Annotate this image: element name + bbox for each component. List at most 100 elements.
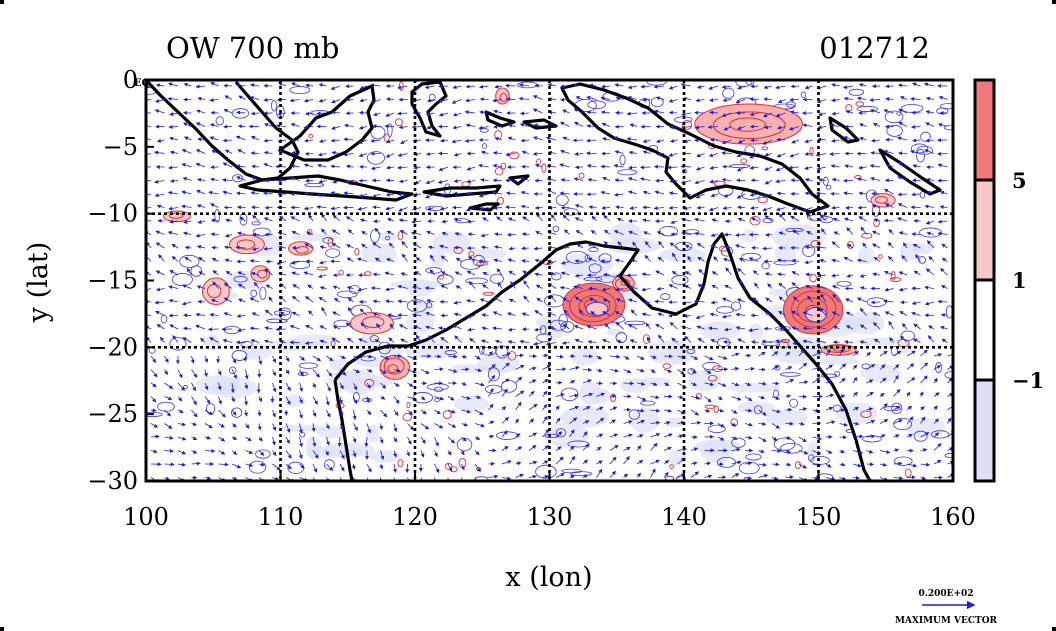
wind-vector: [696, 85, 705, 89]
wind-vector: [426, 98, 435, 103]
wind-vector: [582, 367, 593, 372]
negative-contour: [731, 437, 746, 448]
wind-vector: [653, 109, 665, 114]
wind-vector: [263, 122, 273, 127]
wind-vector: [776, 137, 786, 142]
wind-vector: [859, 136, 867, 141]
negative-fill-blob: [857, 246, 875, 265]
wind-vector: [343, 152, 354, 157]
wind-vector: [642, 139, 651, 143]
wind-vector: [169, 150, 179, 155]
chart-title-left: OW 700 mb: [166, 31, 339, 65]
negative-fill-blob: [469, 248, 507, 259]
negative-contour: [231, 108, 250, 119]
wind-vector-field: [146, 82, 953, 481]
wind-vector: [464, 138, 476, 143]
wind-vector: [305, 83, 314, 88]
wind-vector: [586, 138, 597, 143]
positive-contour: [809, 273, 817, 283]
x-tick-label: 140: [661, 503, 707, 531]
wind-vector: [898, 121, 908, 127]
wind-vector: [911, 110, 921, 115]
wind-vector: [642, 97, 651, 102]
negative-fill-blob: [771, 224, 825, 250]
negative-contour: [716, 457, 736, 468]
wind-vector: [344, 123, 354, 128]
negative-contour: [774, 364, 781, 371]
negative-contour: [825, 184, 832, 190]
negative-fill-blob: [764, 409, 809, 426]
negative-contour: [891, 402, 903, 415]
wind-vector: [817, 137, 827, 142]
wind-vector: [520, 138, 530, 143]
y-tick-label: −15: [87, 267, 138, 295]
negative-contour: [913, 430, 928, 442]
wind-vector: [669, 125, 678, 130]
wind-vector: [370, 83, 381, 88]
negative-contour: [479, 345, 485, 355]
negative-contour: [479, 128, 489, 133]
wind-vector: [602, 137, 611, 142]
negative-contour: [298, 362, 318, 369]
x-tick-label: 100: [123, 503, 169, 531]
wind-vector: [750, 138, 759, 143]
positive-contour: [712, 365, 723, 372]
wind-vector: [318, 83, 327, 88]
wind-vector: [763, 97, 773, 102]
negative-contour: [619, 154, 626, 166]
wind-vector: [250, 136, 260, 141]
wind-vector: [425, 151, 435, 156]
negative-contour: [289, 260, 311, 269]
wind-vector: [534, 83, 543, 88]
wind-vector: [168, 82, 179, 87]
wind-vector: [235, 135, 246, 141]
negative-contour: [565, 250, 589, 264]
wind-vector: [640, 84, 651, 89]
wind-vector: [331, 110, 341, 115]
negative-contour: [886, 124, 903, 137]
vorticity-feature: [694, 103, 803, 145]
wind-vector: [451, 139, 462, 144]
wind-vector: [560, 149, 570, 154]
vorticity-feature: [201, 277, 230, 306]
negative-contour: [231, 350, 248, 361]
wind-vector: [870, 300, 881, 305]
negative-contour: [369, 335, 379, 343]
negative-fill-blob: [606, 329, 624, 336]
wind-vector: [453, 152, 462, 157]
wind-vector: [305, 111, 314, 116]
wind-vector: [843, 136, 854, 141]
wind-vector: [737, 139, 746, 144]
wind-vector: [600, 110, 611, 115]
wind-vector: [494, 84, 503, 89]
positive-contour: [809, 146, 814, 157]
wind-vector: [398, 125, 408, 130]
wind-vector: [440, 138, 449, 143]
negative-fill-blob: [290, 233, 340, 241]
negative-fill-blob: [749, 323, 764, 341]
wind-vector: [749, 112, 759, 117]
wind-vector: [668, 85, 678, 90]
negative-contour: [179, 254, 200, 268]
wind-vector: [438, 84, 449, 89]
x-axis-label: x (lon): [505, 562, 592, 593]
negative-contour: [336, 290, 358, 298]
negative-contour: [536, 333, 552, 343]
wind-vector: [195, 149, 206, 154]
negative-contour: [856, 105, 878, 112]
wind-vector: [304, 138, 314, 143]
wind-vector: [493, 109, 503, 114]
negative-fill-blob: [379, 231, 397, 242]
wind-vector: [936, 151, 948, 156]
negative-contour: [248, 460, 267, 474]
feature-ring: [257, 269, 268, 279]
feature-fill: [228, 234, 265, 255]
colorbar-label: −1: [1012, 368, 1044, 393]
wind-vector: [518, 83, 530, 88]
wind-vector: [249, 95, 260, 100]
wind-vector: [763, 125, 773, 130]
wind-vector: [276, 123, 287, 128]
wind-vector: [790, 178, 800, 183]
wind-vector: [289, 98, 300, 103]
negative-contour: [779, 443, 803, 454]
